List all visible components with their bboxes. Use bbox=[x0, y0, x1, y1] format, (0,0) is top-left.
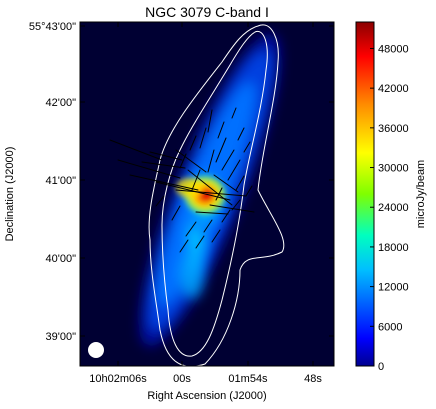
contour-lines bbox=[148, 24, 285, 366]
colorbar-tick-label: 18000 bbox=[378, 242, 409, 254]
x-tick-label: 00s bbox=[173, 373, 191, 385]
x-tick-label: 10h02m06s bbox=[89, 373, 147, 385]
chart-title: NGC 3079 C-band I bbox=[145, 4, 269, 20]
colorbar-ticks: 0 6000 12000 18000 24000 30000 36000 42000 48000 bbox=[370, 43, 409, 373]
colorbar-tick-label: 36000 bbox=[378, 123, 409, 135]
x-tick-label: 48s bbox=[304, 373, 322, 385]
polarization-vectors bbox=[109, 107, 255, 253]
y-tick-label: 39'00" bbox=[46, 331, 77, 343]
colorbar-tick-label: 48000 bbox=[378, 43, 409, 55]
colorbar-tick-label: 0 bbox=[378, 361, 384, 373]
colorbar-tick-label: 24000 bbox=[378, 202, 409, 214]
y-axis-label: Declination (J2000) bbox=[4, 147, 16, 242]
x-axis-label: Right Ascension (J2000) bbox=[147, 390, 266, 402]
colorbar-tick-label: 12000 bbox=[378, 282, 409, 294]
contour-outer bbox=[148, 24, 285, 366]
beam-marker bbox=[88, 342, 104, 358]
y-tick-label: 41'00" bbox=[46, 175, 77, 187]
y-tick-labels: 55°43'00" 42'00" 41'00" 40'00" 39'00" bbox=[29, 21, 76, 343]
plot-frame bbox=[79, 21, 335, 367]
x-tick-label: 01m54s bbox=[228, 373, 268, 385]
colorbar-label: microJy/beam bbox=[415, 160, 427, 228]
y-tick-label: 55°43'00" bbox=[29, 21, 76, 33]
colorbar-tick-label: 30000 bbox=[378, 163, 409, 175]
colorbar-tick-label: 42000 bbox=[378, 83, 409, 95]
y-tick-label: 40'00" bbox=[46, 253, 77, 265]
x-tick-labels: 10h02m06s 00s 01m54s 48s bbox=[89, 373, 322, 385]
colorbar bbox=[355, 21, 375, 367]
colorbar-tick-label: 6000 bbox=[378, 321, 402, 333]
y-tick-label: 42'00" bbox=[46, 97, 77, 109]
contour-inner bbox=[161, 30, 268, 357]
axis-ticks bbox=[80, 22, 334, 366]
